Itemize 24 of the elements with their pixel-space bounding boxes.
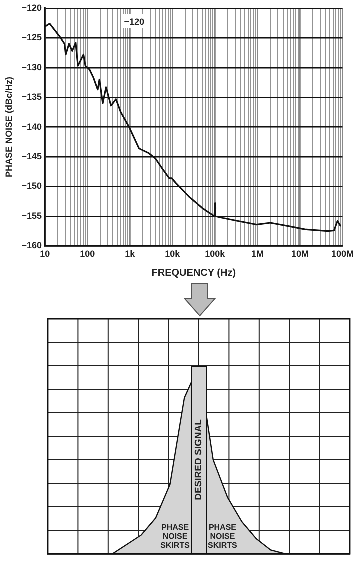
x-tick-label: 100M — [331, 249, 354, 260]
annotation: PHASE NOISE SKIRTS — [160, 523, 191, 550]
y-tick-label: −130 — [22, 62, 42, 72]
x-tick-label: 10M — [291, 249, 309, 260]
x-axis-title: FREQUENCY (Hz) — [152, 268, 236, 279]
y-tick-label: −160 — [22, 240, 42, 251]
y-tick-label: −120 — [22, 2, 42, 13]
x-tick-label: 100k — [205, 249, 226, 260]
y-tick-label: −140 — [22, 122, 42, 132]
annotation: −120 — [124, 16, 145, 27]
y-tick-label: −145 — [22, 152, 42, 162]
x-tick-label: 1k — [125, 249, 136, 260]
annotation: PHASE NOISE SKIRTS — [208, 523, 238, 550]
x-tick-label: 100 — [80, 249, 96, 260]
y-tick-label: −135 — [22, 92, 42, 102]
x-tick-label: 10 — [40, 249, 50, 260]
signal-rectangle: DESIRED SIGNAL — [190, 366, 208, 554]
x-tick-label: 10k — [165, 249, 182, 260]
y-tick-label: −125 — [22, 32, 42, 43]
x-tick-label: 1M — [251, 249, 264, 260]
y-axis-title: PHASE NOISE (dBc/Hz) — [4, 77, 14, 178]
annotation: DESIRED SIGNAL — [193, 420, 204, 500]
y-tick-label: −155 — [22, 210, 42, 221]
y-tick-label: −150 — [22, 181, 42, 192]
